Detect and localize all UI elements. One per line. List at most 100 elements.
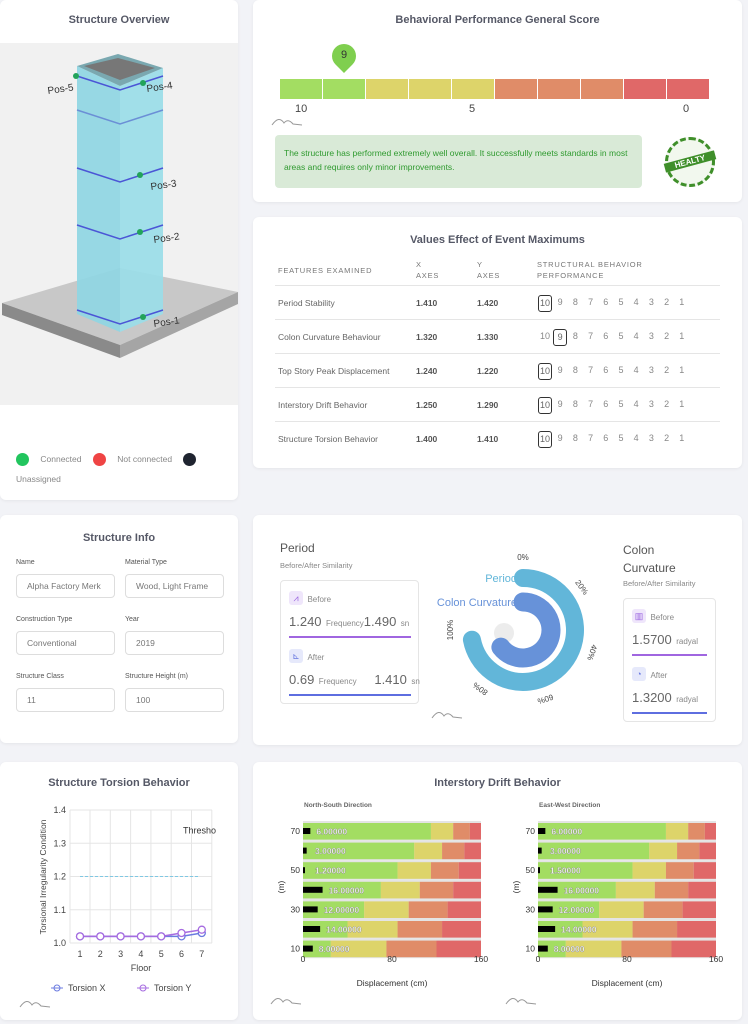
x-tick-label: 6 [179,949,184,959]
rating-option: 1 [679,399,685,409]
x-tick-label: 80 [387,954,397,964]
zone-segment [303,881,381,899]
rating-option: 7 [588,399,594,409]
rating-option: 7 [588,331,594,341]
sensor-pos-1 [140,314,146,320]
chart-logo-icon [505,998,537,1005]
score-segment [366,79,408,99]
zone-segment [643,901,683,918]
radial-bar [491,592,561,668]
rating-option: 7 [588,433,594,443]
x-tick-label: 7 [199,949,204,959]
card-title: Structure Torsion Behavior [48,777,190,789]
zone-segment [436,940,481,958]
x-tick-label: 160 [709,954,723,964]
zone-segment [688,823,705,840]
data-point [197,925,206,934]
displacement-bar [538,906,553,913]
zone-segment [538,940,566,958]
zone-segment [632,921,678,938]
rating-option: 5 [618,331,624,341]
bar-label: 8.00000 [554,944,585,954]
score-segment [581,79,623,99]
structure-3d-view[interactable]: Pos-5 Pos-4 Pos-3 Pos-2 Pos-1 [0,43,238,405]
zone-segment [665,823,689,840]
displacement-bar [303,926,321,932]
legend-label: Torsion X [68,983,106,993]
pos-label: Pos-4 [146,80,174,95]
zone-segment [538,881,616,899]
displacement-bar [303,906,318,913]
bar-label: 14.00000 [561,925,597,935]
y-value: 1.410 [477,434,499,444]
zone-segment [347,921,398,938]
rating-option: 3 [648,399,654,409]
legend-label: Torsion Y [154,983,191,993]
rating-option: 10 [539,331,550,341]
y-axis-label: (m) [511,880,521,893]
rating-option: 9 [553,329,568,346]
displacement-bar [538,926,556,932]
structure-info-card: Structure Info Name Alpha Factory Merk Mat… [0,515,238,743]
threshold-label: Thresho [183,825,216,835]
displacement-bar [538,847,542,854]
zone-segment [442,842,465,860]
sensor-pos-2 [137,229,143,235]
rating-option: 10 [538,431,552,448]
y-tick-label: 1.0 [53,938,66,948]
field-input[interactable]: 2019 [125,631,224,655]
table-row: Interstory Drift Behavior 1.250 1.290 10 9 8 7… [275,387,720,421]
zone-segment [303,940,331,958]
score-segment [667,79,709,99]
period-subtitle: Before/After Similarity [280,561,353,570]
displacement-bar [303,886,323,893]
card-title: Behavioral Performance General Score [395,14,600,26]
rating-option: 4 [633,399,639,409]
x-value: 1.400 [416,434,438,444]
displacement-bar [538,886,558,893]
zone-segment [565,940,622,958]
chart-subtitle: East-West Direction [539,802,600,809]
displacement-bar [303,945,313,952]
field-input[interactable]: Alpha Factory Merk [16,574,115,598]
sensor-pos-5 [73,73,79,79]
radial-chart: Period Colon Curvature 0% 20% 40% 60% 80% 100% [437,553,599,706]
card-title: Interstory Drift Behavior [434,777,561,789]
x-tick-label: 4 [138,949,143,959]
field-input[interactable]: 11 [16,688,115,712]
sensor-pos-4 [140,80,146,86]
data-point [116,932,125,941]
y-value: 1.220 [477,366,499,376]
field-input[interactable]: 100 [125,688,224,712]
zone-segment [654,881,689,899]
rating-option: 7 [588,297,594,307]
y-tick-label: 1.4 [53,805,66,815]
y-tick-label: 50 [291,865,301,875]
y-tick-label: 70 [526,826,536,836]
field-input[interactable]: Wood, Light Frame [125,574,224,598]
zone-segment [693,862,716,879]
zone-segment [303,823,431,840]
rating-option: 2 [664,297,670,307]
zone-segment [303,842,415,860]
zone-segment [414,842,443,860]
rating-option: 4 [633,433,639,443]
rating-option: 8 [572,433,578,443]
rating-option: 5 [618,297,624,307]
rating-option: 8 [572,399,578,409]
card-title: Values Effect of Event Maximums [410,234,585,246]
zone-segment [453,881,481,899]
card-title: Structure Overview [68,14,170,26]
bar-label: 6.00000 [551,827,582,837]
area-chart-icon: ⊾ [289,648,303,663]
rating-option: 1 [679,433,685,443]
bar-label: 1.50000 [550,866,581,876]
zone-segment [632,862,666,879]
field-input[interactable]: Conventional [16,631,115,655]
before-bar [289,636,411,638]
zone-segment [649,842,678,860]
rating-option: 9 [557,399,563,409]
column-header: FEATURES EXAMINED [278,266,373,275]
rating-option: 6 [603,399,609,409]
zone-segment [665,862,694,879]
